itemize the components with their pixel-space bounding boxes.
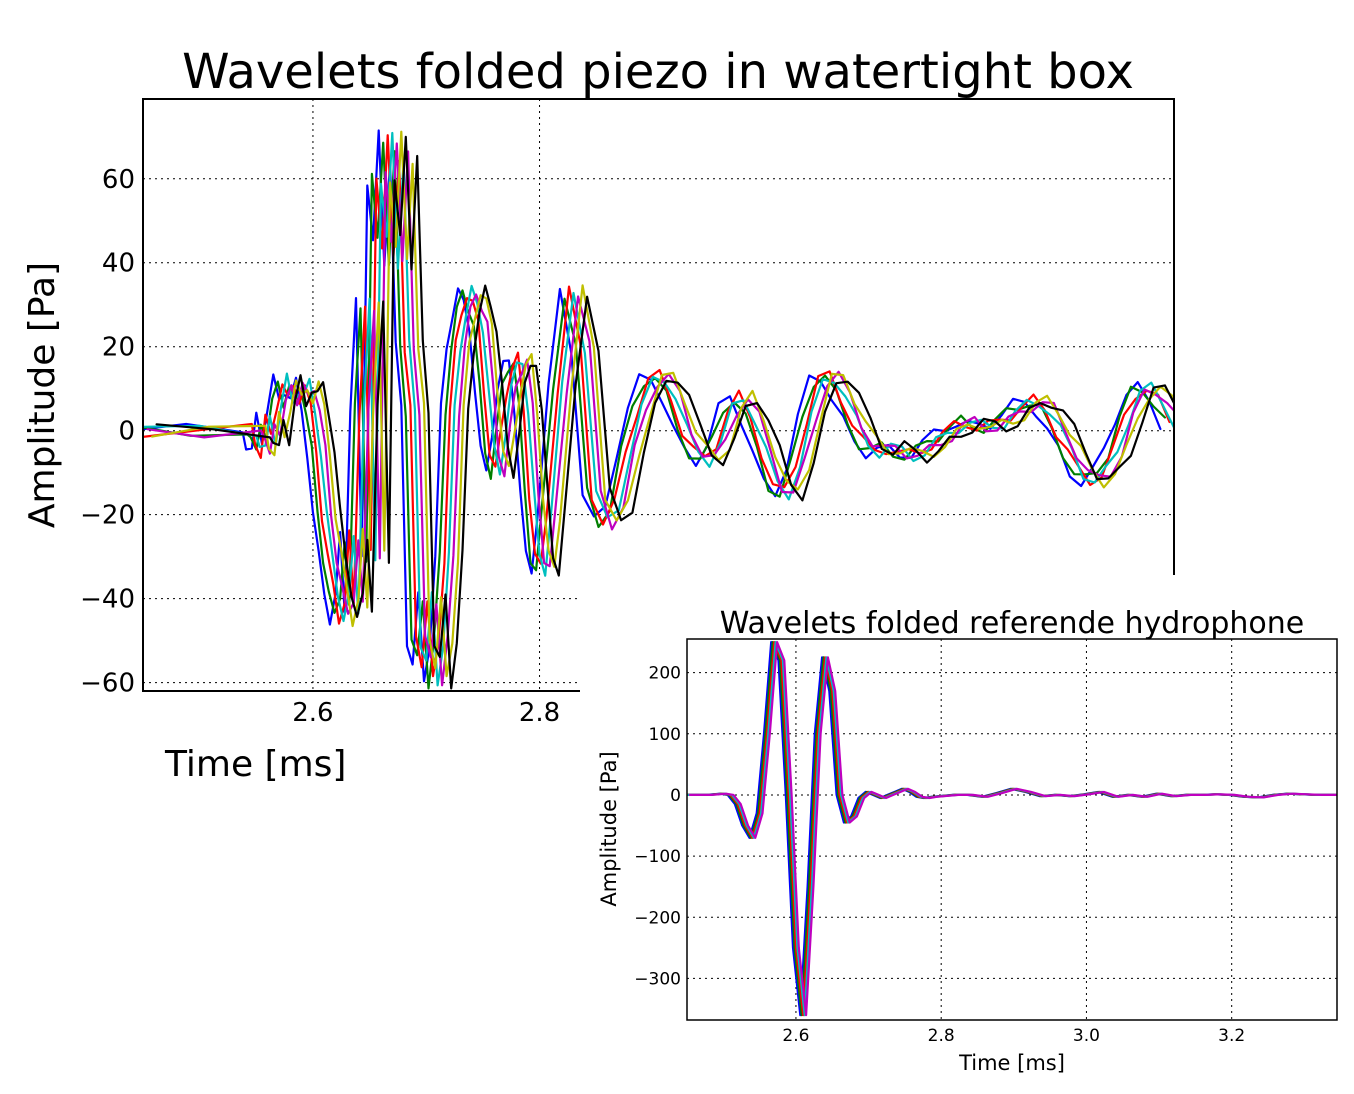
- hydrophone-plot: 2.6 2.8 3.0 3.2 −300 −200 −100 0 100 200 Wavelets…: [597, 606, 1338, 1075]
- piezo-y-tick-label: 40: [102, 249, 135, 279]
- hydrophone-y-tick-label: −200: [634, 908, 681, 928]
- piezo-y-tick-label: 20: [102, 333, 135, 363]
- hydrophone-x-tick-label: 3.2: [1218, 1026, 1245, 1046]
- hydrophone-y-axis-label: Amplitude [Pa]: [597, 751, 621, 906]
- piezo-y-tick-label: −20: [80, 501, 135, 531]
- hydrophone-y-tick-label: 100: [649, 725, 681, 745]
- piezo-x-tick-label: 2.8: [519, 698, 560, 728]
- inset-background: [580, 575, 1354, 1094]
- piezo-trace-7: [155, 135, 1174, 690]
- piezo-chart-title: Wavelets folded piezo in watertight box: [182, 44, 1134, 100]
- piezo-plot: Wavelets folded piezo in watertight box …: [22, 44, 1175, 785]
- hydrophone-x-axis-label: Time [ms]: [958, 1051, 1065, 1075]
- hydrophone-tick-labels: 2.6 2.8 3.0 3.2 −300 −200 −100 0 100 200: [634, 664, 1245, 1046]
- piezo-y-tick-label: 60: [102, 165, 135, 195]
- hydrophone-x-tick-label: 3.0: [1073, 1026, 1100, 1046]
- piezo-y-axis-label: Amplitude [Pa]: [22, 262, 63, 528]
- piezo-y-tick-label: 0: [118, 417, 135, 447]
- hydrophone-x-tick-label: 2.8: [928, 1026, 955, 1046]
- hydrophone-y-tick-label: 200: [649, 664, 681, 684]
- hydrophone-y-tick-label: −100: [634, 847, 681, 867]
- hydrophone-trace-5: [688, 641, 1337, 1017]
- hydrophone-traces: [687, 641, 1337, 1017]
- hydrophone-axes-frame: [686, 638, 1338, 1021]
- hydrophone-chart-title: Wavelets folded referende hydrophone: [720, 606, 1304, 641]
- piezo-x-axis-label: Time [ms]: [164, 744, 346, 785]
- hydrophone-x-tick-label: 2.6: [782, 1026, 809, 1046]
- piezo-tick-labels: 2.6 2.8 −60 −40 −20 0 20 40 60: [80, 165, 560, 728]
- piezo-x-tick-label: 2.6: [292, 698, 333, 728]
- piezo-traces: [143, 129, 1174, 690]
- hydrophone-y-tick-label: 0: [670, 786, 681, 806]
- hydrophone-y-tick-label: −300: [634, 969, 681, 989]
- piezo-y-tick-label: −60: [80, 669, 135, 699]
- piezo-y-tick-label: −40: [80, 585, 135, 615]
